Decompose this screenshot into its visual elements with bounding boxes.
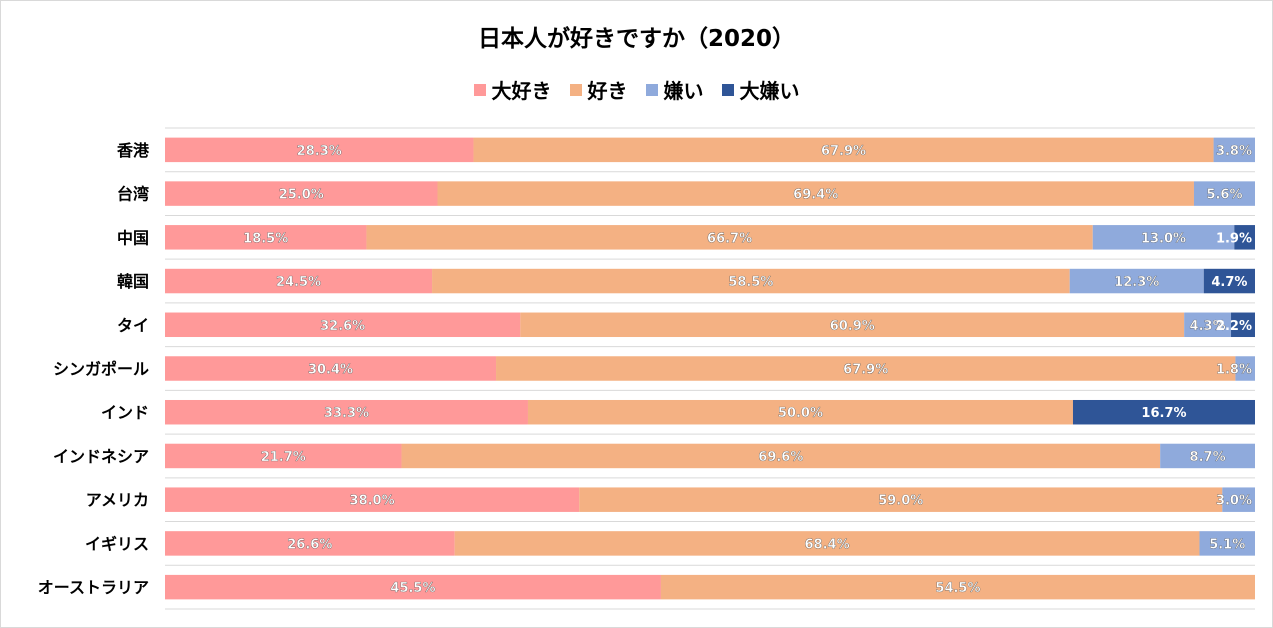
bar-segment	[1072, 399, 1255, 425]
bar-segment	[1203, 268, 1255, 294]
bar-segment	[165, 574, 661, 600]
category-label: インドネシア	[53, 447, 149, 466]
bar-segment	[1231, 312, 1255, 338]
bar-segment	[454, 531, 1200, 556]
bar-segment	[165, 225, 367, 250]
category-label: 中国	[117, 228, 149, 247]
bar-segment	[1199, 531, 1255, 556]
bar-segment	[165, 443, 402, 469]
chart-title: 日本人が好きですか（2020）	[477, 26, 795, 52]
bar-segment	[527, 399, 1073, 425]
bar-segment	[401, 443, 1161, 469]
data-label: 2.2%	[1216, 319, 1252, 334]
data-label: 8.7%	[1190, 450, 1226, 465]
bar-segment	[1160, 443, 1255, 469]
bar-segment	[165, 181, 438, 206]
bar-segment	[165, 268, 433, 294]
bar-segment	[165, 531, 455, 556]
legend: 大好き 好き 嫌い 大嫌い	[1, 75, 1272, 104]
data-label: 4.3%	[1190, 319, 1226, 334]
bar-segment	[496, 356, 1236, 381]
bar-segment	[165, 487, 580, 512]
data-label: 66.7%	[707, 231, 752, 246]
data-label: 30.4%	[308, 363, 353, 378]
legend-swatch-suki	[569, 83, 582, 96]
data-label: 69.4%	[793, 188, 838, 203]
data-label: 50.0%	[778, 406, 823, 421]
data-label: 28.3%	[297, 144, 342, 159]
bar-segment	[1235, 356, 1255, 381]
legend-label-kirai: 嫌い	[663, 79, 704, 103]
bar-segment	[165, 356, 497, 381]
data-label: 3.8%	[1216, 144, 1252, 159]
legend-item-kirai: 嫌い	[645, 75, 704, 104]
legend-item-suki: 好き	[569, 75, 628, 104]
data-label: 1.8%	[1216, 363, 1252, 378]
bar-segment	[437, 181, 1194, 206]
bar-segment	[1184, 312, 1232, 338]
bar-segment	[165, 399, 528, 425]
category-label: イギリス	[85, 534, 149, 553]
bar-segment	[473, 137, 1214, 163]
data-label: 25.0%	[279, 188, 324, 203]
bar-segment	[660, 574, 1255, 600]
category-label: オーストラリア	[38, 578, 149, 597]
data-label: 24.5%	[276, 275, 321, 290]
data-label: 67.9%	[821, 144, 866, 159]
category-label: シンガポール	[53, 360, 149, 379]
legend-swatch-kirai	[645, 83, 658, 96]
bar-segment	[432, 268, 1070, 294]
bar-segment	[1069, 268, 1204, 294]
legend-label-dai-suki: 大好き	[491, 79, 552, 103]
category-label: 台湾	[117, 185, 149, 204]
data-label: 32.6%	[320, 319, 365, 334]
bar-segment	[1213, 137, 1255, 163]
data-label: 18.5%	[243, 231, 288, 246]
data-label: 13.0%	[1141, 231, 1186, 246]
bar-segment	[579, 487, 1223, 512]
bar-segment	[366, 225, 1093, 250]
data-label: 58.5%	[728, 275, 773, 290]
legend-item-dai-suki: 大好き	[473, 75, 552, 104]
data-label: 45.5%	[390, 581, 435, 596]
data-label: 68.4%	[805, 537, 850, 552]
data-label: 33.3%	[324, 406, 369, 421]
category-label: アメリカ	[86, 491, 149, 510]
data-label: 16.7%	[1141, 406, 1186, 421]
data-label: 67.9%	[843, 363, 888, 378]
data-label: 59.0%	[878, 494, 923, 509]
category-label: 韓国	[117, 272, 149, 291]
data-label: 26.6%	[287, 537, 332, 552]
legend-swatch-dai-kirai	[721, 83, 734, 96]
data-label: 60.9%	[830, 319, 875, 334]
bar-segment	[1092, 225, 1235, 250]
legend-label-suki: 好き	[587, 79, 628, 103]
data-label: 12.3%	[1114, 275, 1159, 290]
data-label: 3.0%	[1216, 494, 1252, 509]
data-label: 54.5%	[935, 581, 980, 596]
bar-segment	[520, 312, 1185, 338]
legend-swatch-dai-suki	[473, 83, 486, 96]
category-label: インド	[101, 403, 149, 422]
legend-label-dai-kirai: 大嫌い	[739, 79, 800, 103]
data-label: 4.7%	[1211, 275, 1247, 290]
data-label: 5.1%	[1209, 537, 1245, 552]
data-label: 21.7%	[261, 450, 306, 465]
data-label: 38.0%	[350, 494, 395, 509]
bar-segment	[165, 312, 521, 338]
data-label: 5.6%	[1206, 188, 1242, 203]
bar-segment	[1193, 181, 1255, 206]
bar-segment	[1222, 487, 1255, 512]
bar-segment	[165, 137, 474, 163]
legend-item-dai-kirai: 大嫌い	[721, 75, 800, 104]
data-label: 1.9%	[1216, 231, 1252, 246]
bar-segment	[1234, 225, 1255, 250]
data-label: 69.6%	[758, 450, 803, 465]
category-label: 香港	[116, 141, 150, 160]
category-label: タイ	[117, 316, 149, 335]
